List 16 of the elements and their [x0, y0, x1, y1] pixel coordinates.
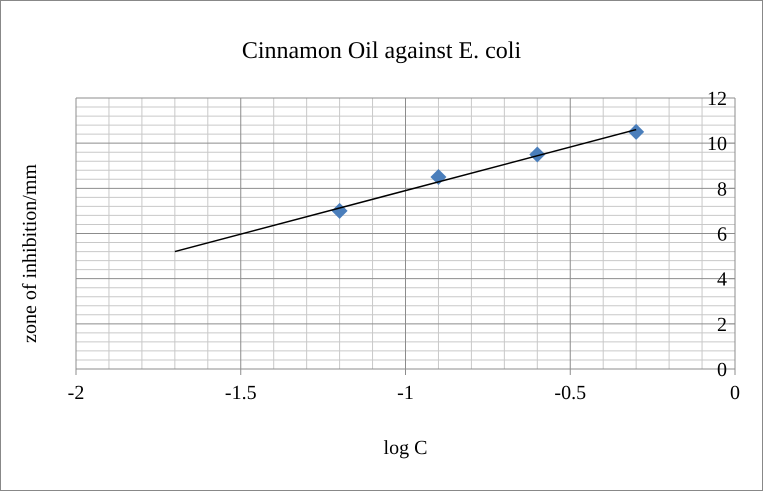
chart-title: Cinnamon Oil against E. coli [242, 38, 522, 64]
x-tick-label: -1.5 [224, 382, 257, 404]
x-tick-label: -0.5 [554, 382, 586, 404]
x-axis-title: log C [384, 437, 428, 459]
y-tick-label: 12 [707, 88, 727, 110]
y-axis-title: zone of inhibition/mm [19, 164, 41, 343]
y-tick-label: 8 [717, 178, 727, 200]
point [628, 124, 644, 140]
x-tick-label: -1 [397, 382, 414, 404]
point [430, 169, 446, 186]
y-tick-label: 2 [717, 314, 727, 336]
y-tick-label: 0 [717, 359, 727, 381]
y-tick-label: 6 [717, 224, 727, 246]
x-tick-label: -2 [68, 382, 84, 404]
y-tick-label: 10 [707, 133, 727, 156]
y-tick-label: 4 [717, 268, 727, 291]
